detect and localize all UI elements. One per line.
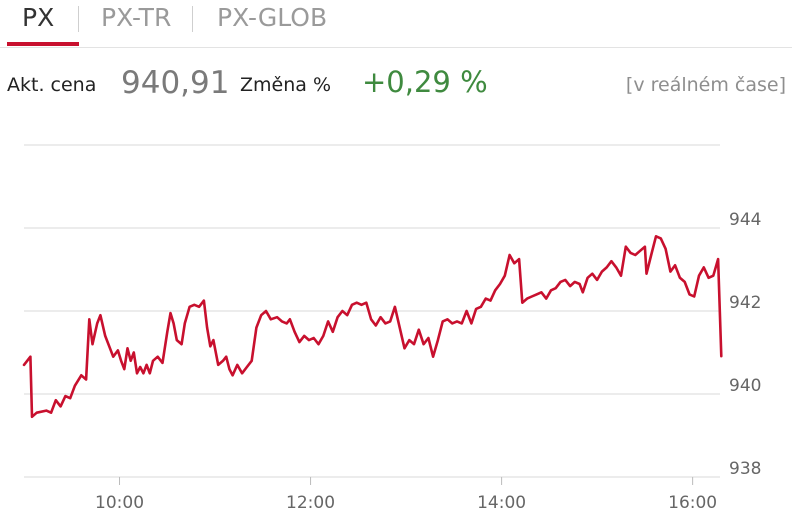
realtime-note: [v reálném čase]: [625, 74, 786, 96]
quote-summary: Akt. cena 940,91 Změna % +0,29 % [v reál…: [0, 60, 792, 110]
current-price: 940,91: [121, 65, 230, 101]
change-label: Změna %: [240, 74, 331, 96]
y-tick-label: 938: [729, 459, 761, 479]
tab-px[interactable]: PX: [22, 3, 55, 32]
y-tick-label: 944: [729, 210, 761, 230]
tab-separator: [192, 6, 193, 32]
change-percent: +0,29 %: [362, 65, 488, 99]
y-tick-label: 940: [729, 376, 761, 396]
price-series-line: [22, 235, 723, 419]
tab-separator: [78, 6, 79, 32]
x-tick-label: 14:00: [477, 493, 526, 513]
tab-px-glob[interactable]: PX-GLOB: [217, 3, 328, 32]
tab-px-tr[interactable]: PX-TR: [101, 3, 172, 32]
index-line-chart: 938 940 942 944 10:00 12:00 14:00 16:00: [22, 144, 761, 513]
x-tick-label: 12:00: [286, 493, 335, 513]
price-label: Akt. cena: [7, 74, 97, 96]
index-tabs: PX PX-TR PX-GLOB: [0, 0, 792, 48]
x-tick-label: 16:00: [668, 493, 717, 513]
x-tick-label: 10:00: [95, 493, 144, 513]
active-tab-indicator: [7, 42, 79, 46]
y-tick-label: 942: [729, 293, 761, 313]
